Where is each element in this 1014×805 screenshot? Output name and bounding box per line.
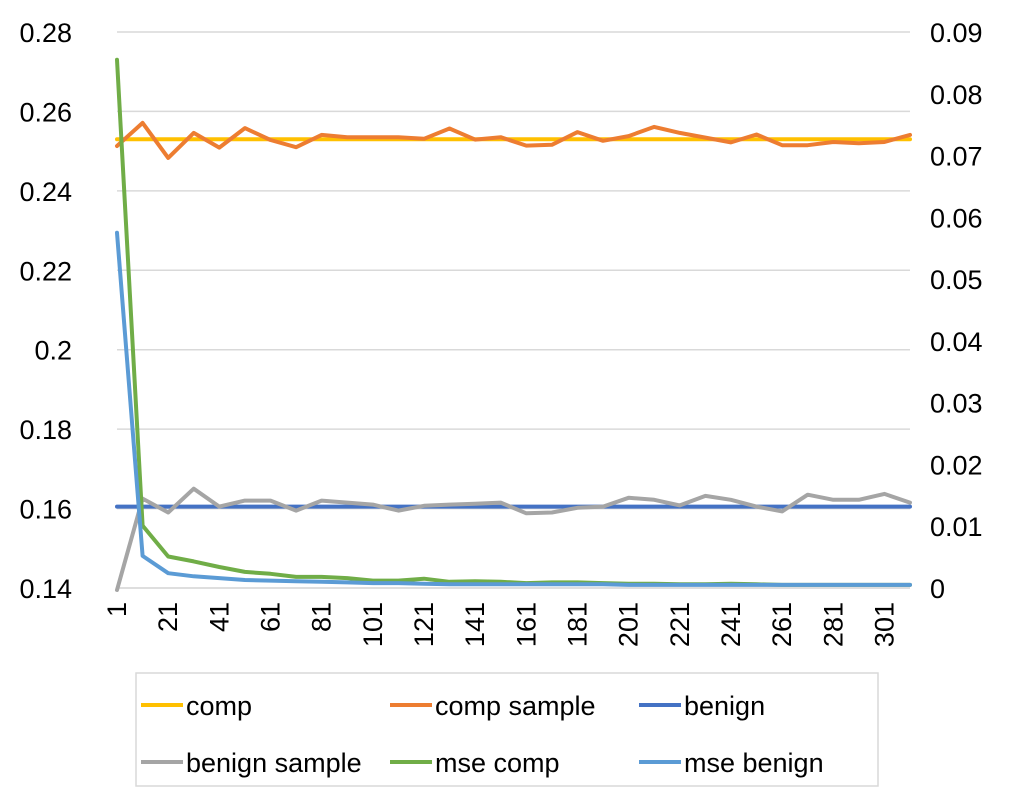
right-tick-label: 0.01 — [930, 512, 983, 542]
legend-entry: benign sample — [141, 748, 362, 778]
series-line-benign-sample — [115, 486, 912, 592]
left-tick-label: 0.16 — [19, 495, 72, 525]
x-tick-label: 221 — [665, 602, 695, 647]
left-axis-ticks: 0.14 0.16 0.18 0.2 0.22 0.24 0.26 0.28 — [19, 18, 72, 604]
x-tick-label: 281 — [818, 602, 848, 647]
legend-entry: mse benign — [639, 748, 824, 778]
right-tick-label: 0.09 — [930, 18, 983, 48]
right-axis-ticks: 0 0.01 0.02 0.03 0.04 0.05 0.06 0.07 0.08 0.09 — [930, 18, 983, 604]
left-tick-label: 0.2 — [34, 336, 72, 366]
right-tick-label: 0.06 — [930, 203, 983, 233]
legend-entry: comp sample — [390, 691, 596, 721]
legend: comp comp sample benign benign sample mse co… — [135, 672, 879, 787]
legend-label: benign sample — [186, 748, 362, 778]
legend-label: comp sample — [435, 691, 596, 721]
x-tick-label: 101 — [358, 602, 388, 647]
x-tick-label: 21 — [153, 602, 183, 632]
left-tick-label: 0.14 — [19, 574, 72, 604]
right-tick-label: 0.05 — [930, 265, 983, 295]
right-tick-label: 0.08 — [930, 80, 983, 110]
left-tick-label: 0.18 — [19, 415, 72, 445]
left-tick-label: 0.26 — [19, 97, 72, 127]
legend-box — [135, 672, 879, 787]
series-lines — [115, 57, 912, 592]
x-tick-label: 61 — [255, 602, 285, 632]
x-tick-label: 241 — [716, 602, 746, 647]
legend-label: comp — [186, 691, 252, 721]
right-tick-label: 0.03 — [930, 389, 983, 419]
x-tick-label: 81 — [307, 602, 337, 632]
series-line-mse-benign — [115, 230, 912, 587]
legend-entry: benign — [639, 691, 765, 721]
x-tick-label: 1 — [102, 602, 132, 617]
x-tick-label: 141 — [460, 602, 490, 647]
right-tick-label: 0 — [930, 574, 945, 604]
legend-label: mse benign — [684, 748, 824, 778]
x-tick-label: 201 — [614, 602, 644, 647]
x-tick-label: 301 — [869, 602, 899, 647]
x-tick-label: 41 — [204, 602, 234, 632]
x-tick-label: 161 — [511, 602, 541, 647]
x-tick-label: 121 — [409, 602, 439, 647]
left-tick-label: 0.22 — [19, 256, 72, 286]
right-tick-label: 0.07 — [930, 142, 983, 172]
legend-label: benign — [684, 691, 765, 721]
x-axis-ticks: 1 21 41 61 81 101 121 141 161 181 201 221 241 261 281 3… — [102, 602, 899, 647]
right-tick-label: 0.02 — [930, 450, 983, 480]
legend-label: mse comp — [435, 748, 560, 778]
left-tick-label: 0.24 — [19, 177, 72, 207]
left-tick-label: 0.28 — [19, 18, 72, 48]
legend-entry: comp — [141, 691, 252, 721]
series-line-comp-sample — [115, 120, 912, 160]
x-tick-label: 261 — [767, 602, 797, 647]
legend-entry: mse comp — [390, 748, 560, 778]
right-tick-label: 0.04 — [930, 327, 983, 357]
x-tick-label: 181 — [562, 602, 592, 647]
